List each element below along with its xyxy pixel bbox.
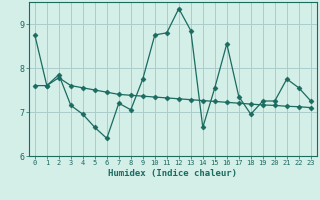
X-axis label: Humidex (Indice chaleur): Humidex (Indice chaleur): [108, 169, 237, 178]
